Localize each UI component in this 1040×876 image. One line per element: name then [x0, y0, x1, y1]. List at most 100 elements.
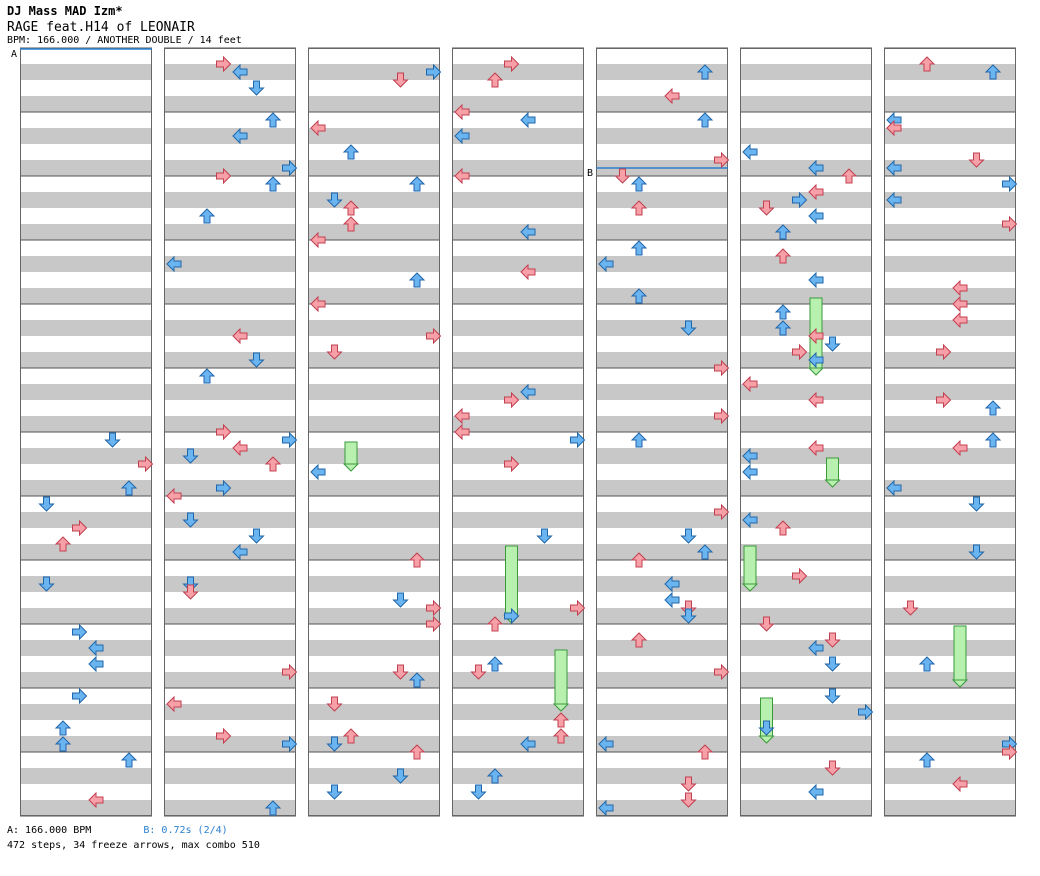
down-arrow-icon	[968, 496, 985, 512]
right-arrow-icon	[216, 55, 232, 73]
step-chart: AB	[11, 47, 1018, 817]
down-arrow-icon	[824, 632, 841, 648]
down-arrow-icon	[104, 432, 121, 448]
freeze-arrow-icon	[951, 625, 969, 688]
up-arrow-icon	[696, 112, 714, 128]
up-arrow-icon	[54, 736, 72, 752]
up-arrow-icon	[630, 240, 648, 256]
left-arrow-icon	[808, 183, 824, 201]
up-arrow-icon	[696, 744, 714, 760]
left-arrow-icon	[742, 463, 758, 481]
left-arrow-icon	[886, 191, 902, 209]
right-arrow-icon	[504, 607, 520, 625]
up-arrow-icon	[198, 368, 216, 384]
right-arrow-icon	[858, 703, 874, 721]
chart-column	[884, 47, 1016, 817]
right-arrow-icon	[570, 431, 586, 449]
left-arrow-icon	[808, 391, 824, 409]
down-arrow-icon	[824, 656, 841, 672]
right-arrow-icon	[714, 359, 730, 377]
bpm-b-label: B: 0.72s (2/4)	[143, 825, 228, 836]
left-arrow-icon	[664, 591, 680, 609]
left-arrow-icon	[520, 111, 536, 129]
chart-info: BPM: 166.000 / ANOTHER DOUBLE / 14 feet	[7, 35, 242, 46]
up-arrow-icon	[552, 712, 570, 728]
chart-column	[20, 47, 152, 817]
chart-column	[740, 47, 872, 817]
freeze-arrow-icon	[741, 545, 759, 592]
up-arrow-icon	[630, 176, 648, 192]
down-arrow-icon	[824, 336, 841, 352]
left-arrow-icon	[598, 255, 614, 273]
up-arrow-icon	[342, 200, 360, 216]
left-arrow-icon	[166, 487, 182, 505]
right-arrow-icon	[282, 735, 298, 753]
down-arrow-icon	[536, 528, 553, 544]
up-arrow-icon	[264, 456, 282, 472]
left-arrow-icon	[808, 639, 824, 657]
left-arrow-icon	[808, 271, 824, 289]
down-arrow-icon	[38, 496, 55, 512]
up-arrow-icon	[984, 432, 1002, 448]
left-arrow-icon	[88, 791, 104, 809]
right-arrow-icon	[792, 567, 808, 585]
down-arrow-icon	[392, 768, 409, 784]
left-arrow-icon	[232, 127, 248, 145]
up-arrow-icon	[774, 304, 792, 320]
freeze-arrow-icon	[552, 649, 570, 712]
left-arrow-icon	[952, 775, 968, 793]
left-arrow-icon	[952, 295, 968, 313]
left-arrow-icon	[952, 311, 968, 329]
right-arrow-icon	[792, 343, 808, 361]
up-arrow-icon	[486, 616, 504, 632]
right-arrow-icon	[714, 151, 730, 169]
up-arrow-icon	[918, 752, 936, 768]
down-arrow-icon	[392, 592, 409, 608]
bpm-footer: A: 166.000 BPM B: 0.72s (2/4)	[7, 825, 228, 836]
left-arrow-icon	[598, 799, 614, 817]
left-arrow-icon	[232, 543, 248, 561]
left-arrow-icon	[520, 223, 536, 241]
right-arrow-icon	[72, 623, 88, 641]
left-arrow-icon	[310, 231, 326, 249]
up-arrow-icon	[774, 320, 792, 336]
right-arrow-icon	[714, 663, 730, 681]
down-arrow-icon	[680, 792, 697, 808]
down-arrow-icon	[968, 544, 985, 560]
down-arrow-icon	[248, 528, 265, 544]
right-arrow-icon	[936, 343, 952, 361]
left-arrow-icon	[166, 695, 182, 713]
up-arrow-icon	[630, 552, 648, 568]
down-arrow-icon	[392, 664, 409, 680]
down-arrow-icon	[902, 600, 919, 616]
up-arrow-icon	[774, 248, 792, 264]
down-arrow-icon	[968, 152, 985, 168]
freeze-arrow-icon	[824, 457, 841, 488]
down-arrow-icon	[326, 192, 343, 208]
up-arrow-icon	[774, 520, 792, 536]
right-arrow-icon	[504, 455, 520, 473]
left-arrow-icon	[808, 207, 824, 225]
right-arrow-icon	[282, 663, 298, 681]
up-arrow-icon	[120, 752, 138, 768]
down-arrow-icon	[758, 616, 775, 632]
up-arrow-icon	[696, 64, 714, 80]
down-arrow-icon	[38, 576, 55, 592]
down-arrow-icon	[824, 760, 841, 776]
left-arrow-icon	[664, 575, 680, 593]
left-arrow-icon	[886, 119, 902, 137]
right-arrow-icon	[426, 615, 442, 633]
up-arrow-icon	[264, 176, 282, 192]
left-arrow-icon	[166, 255, 182, 273]
left-arrow-icon	[886, 159, 902, 177]
left-arrow-icon	[310, 119, 326, 137]
chart-column	[308, 47, 440, 817]
left-arrow-icon	[952, 279, 968, 297]
down-arrow-icon	[680, 528, 697, 544]
left-arrow-icon	[232, 327, 248, 345]
down-arrow-icon	[392, 72, 409, 88]
left-arrow-icon	[886, 479, 902, 497]
left-arrow-icon	[808, 327, 824, 345]
up-arrow-icon	[552, 728, 570, 744]
right-arrow-icon	[216, 423, 232, 441]
